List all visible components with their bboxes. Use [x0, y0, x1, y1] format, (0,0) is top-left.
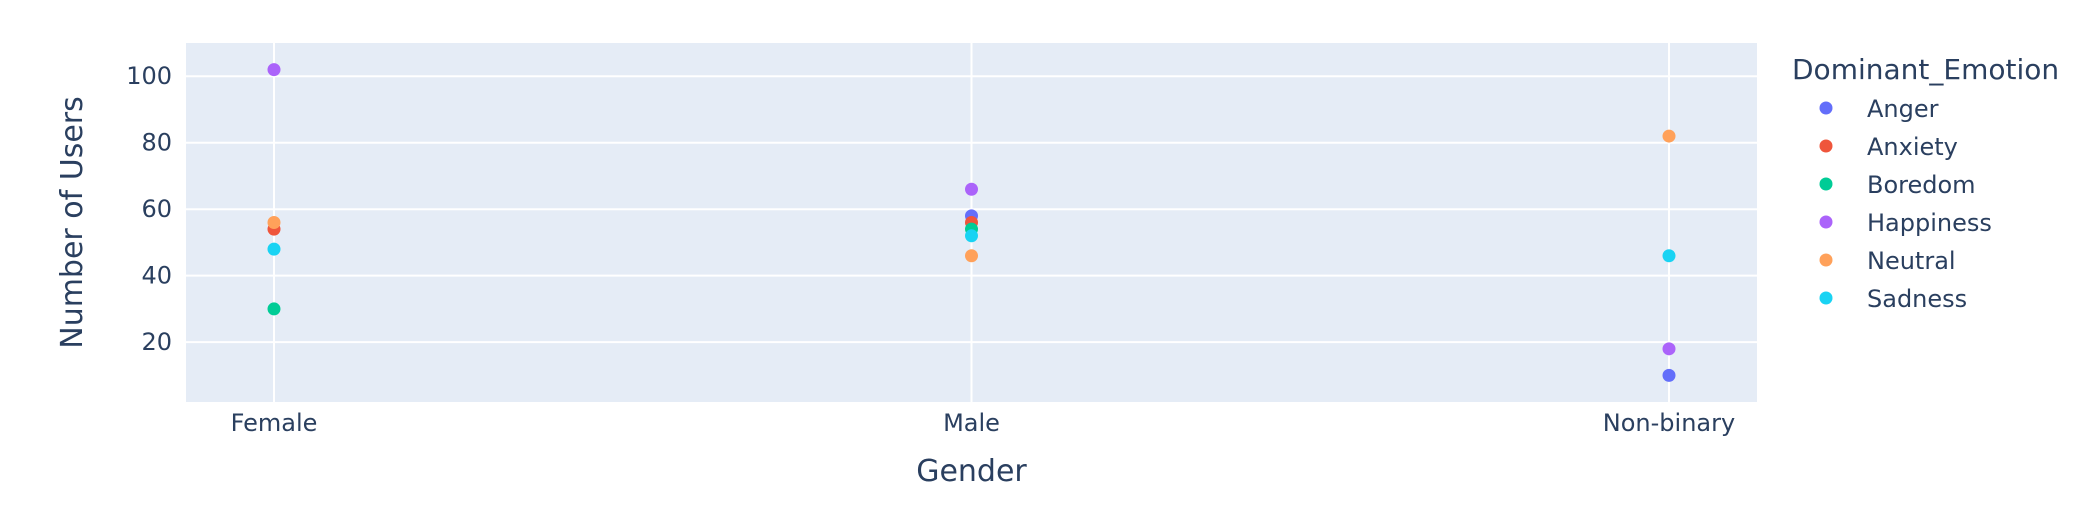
data-point-happiness [1662, 342, 1676, 356]
legend-marker [1819, 253, 1833, 267]
axis-ticks: 20 40 60 80 100 Female Male Non-binary [126, 62, 1735, 437]
legend-label: Happiness [1867, 209, 1992, 237]
data-point-boredom [267, 302, 281, 316]
legend-marker [1819, 139, 1833, 153]
legend-label: Anger [1867, 95, 1939, 123]
data-point-happiness [267, 63, 281, 77]
legend-label: Boredom [1867, 171, 1976, 199]
data-point-neutral [965, 249, 978, 263]
data-point-sadness [1662, 249, 1676, 263]
y-tick-label: 40 [141, 262, 172, 290]
y-tick-label: 100 [126, 62, 172, 90]
legend-item-sadness: Sadness [1819, 285, 1967, 313]
data-point-neutral [1662, 129, 1676, 143]
data-point-happiness [965, 182, 978, 196]
x-tick-label: Non-binary [1603, 409, 1735, 437]
data-point-anger [1662, 368, 1676, 382]
y-tick-label: 20 [141, 328, 172, 356]
x-axis-title: Gender [916, 454, 1027, 489]
data-point-sadness [965, 229, 978, 243]
legend-marker [1819, 177, 1833, 191]
legend-item-neutral: Neutral [1819, 247, 1956, 275]
data-points [267, 63, 1676, 382]
legend-item-boredom: Boredom [1819, 171, 1976, 199]
legend-marker [1819, 101, 1833, 115]
y-tick-label: 60 [141, 195, 172, 223]
legend-item-anxiety: Anxiety [1819, 133, 1958, 161]
legend-label: Neutral [1867, 247, 1956, 275]
legend-title: Dominant_Emotion [1792, 53, 2059, 86]
x-tick-label: Male [943, 409, 1000, 437]
x-tick-label: Female [231, 409, 318, 437]
data-point-sadness [267, 242, 281, 256]
legend-marker [1819, 291, 1833, 305]
y-axis-title: Number of Users [55, 96, 90, 349]
grid-lines [186, 43, 1757, 402]
y-tick-label: 80 [141, 129, 172, 157]
legend-label: Anxiety [1867, 133, 1958, 161]
legend: Anger Anxiety Boredom Happiness Neutral Sadne… [1819, 95, 1992, 313]
legend-marker [1819, 215, 1833, 229]
legend-label: Sadness [1867, 285, 1967, 313]
legend-item-happiness: Happiness [1819, 209, 1992, 237]
legend-item-anger: Anger [1819, 95, 1939, 123]
data-point-neutral [267, 216, 281, 229]
